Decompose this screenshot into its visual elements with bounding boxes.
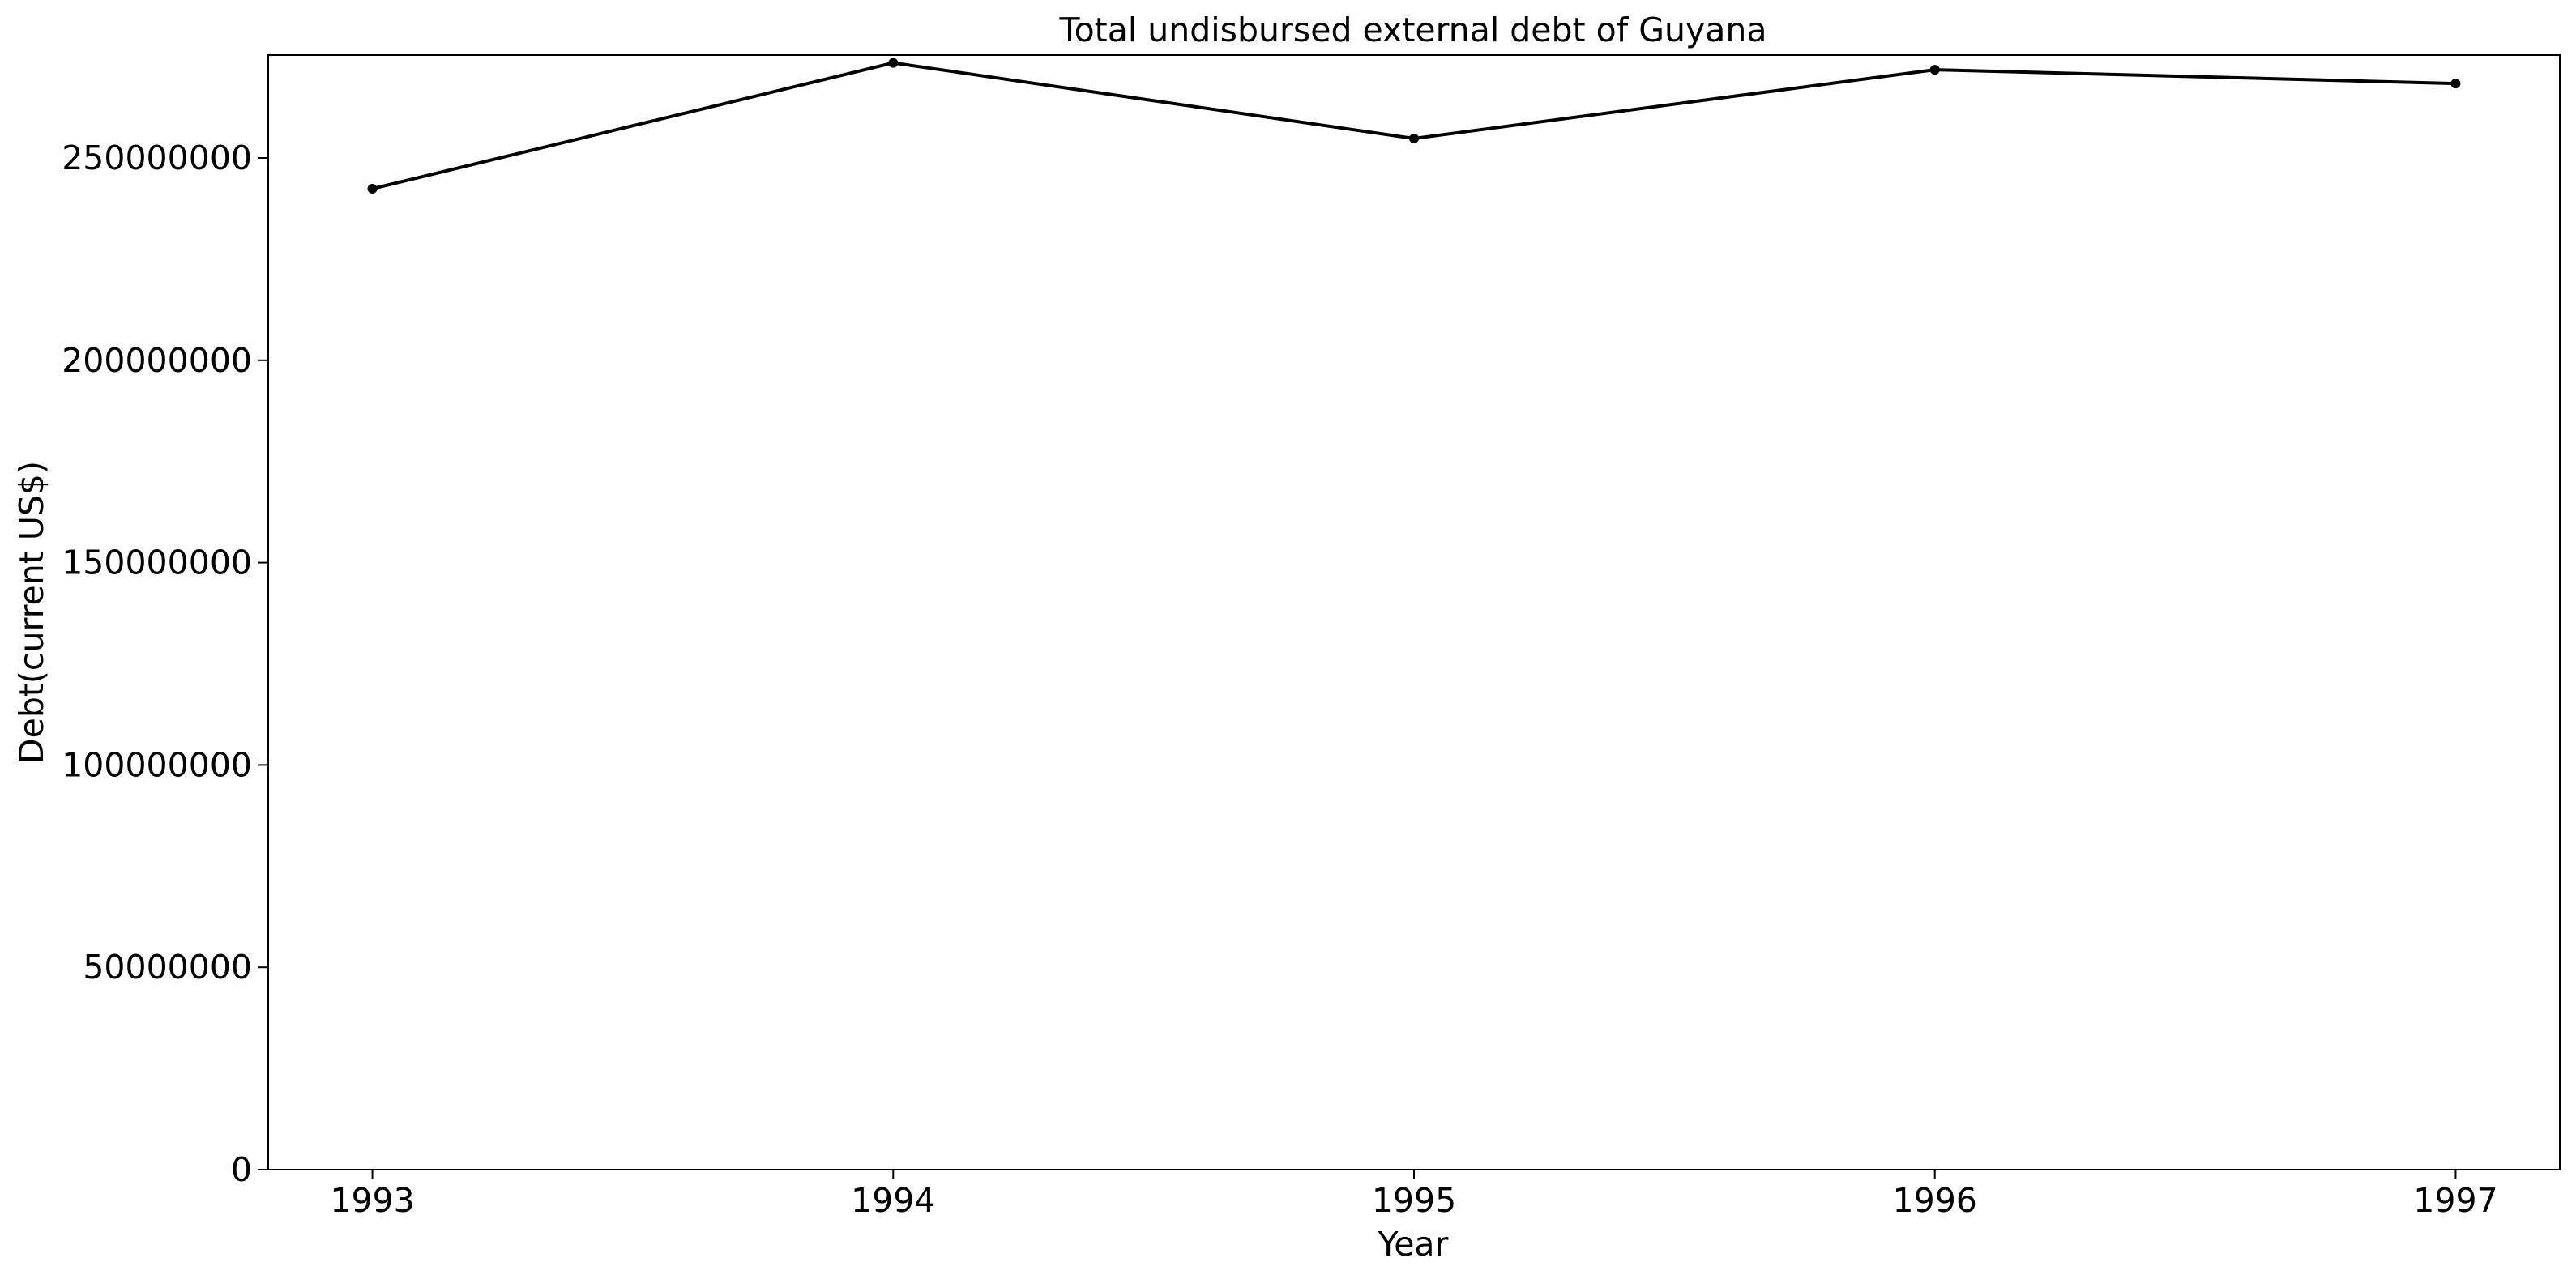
data-point <box>2450 79 2461 89</box>
x-tick-label: 1994 <box>851 1181 935 1220</box>
x-tick-label: 1996 <box>1893 1181 1977 1220</box>
y-axis-ticks: 0 50000000 100000000 150000000 200000000 2500… <box>62 139 268 1189</box>
y-tick-label: 100000000 <box>62 745 252 784</box>
series-layer <box>367 58 2461 194</box>
data-point <box>1929 65 1940 75</box>
y-tick-label: 200000000 <box>62 341 252 380</box>
x-tick-label: 1993 <box>330 1181 414 1220</box>
y-axis-label: Debt(current US$) <box>12 461 51 764</box>
y-tick-label: 0 <box>231 1150 252 1189</box>
y-tick-label: 250000000 <box>62 139 252 177</box>
y-tick-label: 150000000 <box>62 544 252 582</box>
chart-title: Total undisbursed external debt of Guyan… <box>1059 11 1767 49</box>
x-tick-label: 1995 <box>1372 1181 1456 1220</box>
data-point <box>1409 134 1419 144</box>
y-tick-label: 50000000 <box>83 948 252 987</box>
x-axis-label: Year <box>1378 1225 1449 1264</box>
x-axis-ticks: 1993 1994 1995 1996 1997 <box>330 1170 2498 1220</box>
x-tick-label: 1997 <box>2413 1181 2497 1220</box>
data-point <box>367 183 378 194</box>
data-point <box>888 58 899 68</box>
